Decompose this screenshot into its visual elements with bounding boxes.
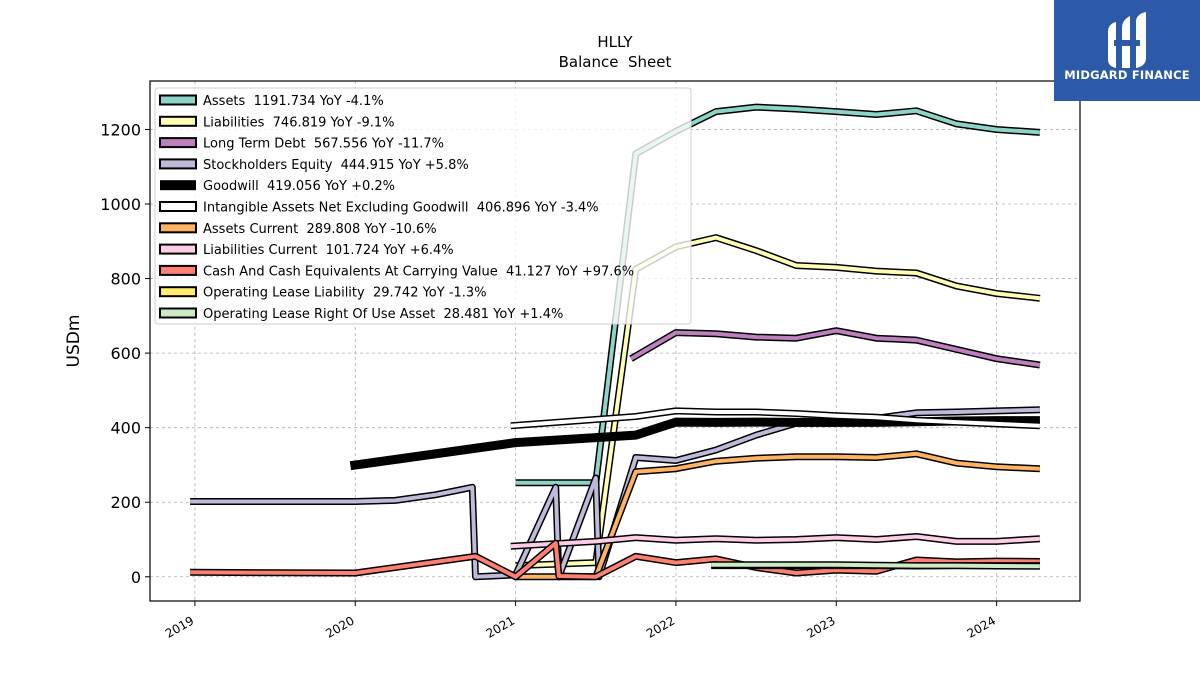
legend-swatch xyxy=(159,264,197,276)
legend-swatch xyxy=(159,243,197,255)
y-tick-label: 1200 xyxy=(100,120,141,139)
x-tick-label: 2023 xyxy=(804,613,837,640)
legend-swatch xyxy=(159,158,197,170)
chart-subtitle: Balance Sheet xyxy=(559,53,672,71)
legend-label: Liabilities Current 101.724 YoY +6.4% xyxy=(203,243,454,258)
series-intangible-assets-net-excluding-goodwill xyxy=(510,407,1041,430)
series-lines xyxy=(190,103,1041,581)
legend-item: Assets 1191.734 YoY -4.1% xyxy=(159,94,384,109)
legend-item: Goodwill 419.056 YoY +0.2% xyxy=(160,179,395,194)
x-tick-label: 2020 xyxy=(323,613,356,640)
legend-swatch xyxy=(159,307,197,319)
legend-item: Assets Current 289.808 YoY -10.6% xyxy=(159,222,437,237)
legend-label: Cash And Cash Equivalents At Carrying Va… xyxy=(203,264,634,279)
series-assets-current xyxy=(515,450,1041,581)
brand-logo: MIDGARD FINANCE xyxy=(1054,0,1200,101)
legend-item: Cash And Cash Equivalents At Carrying Va… xyxy=(159,264,634,279)
y-tick-label: 0 xyxy=(131,568,141,587)
chart-title: HLLY xyxy=(597,33,633,51)
legend-swatch xyxy=(159,201,197,212)
y-axis-ticks: 0 200 400 600 800 1000 1200 xyxy=(100,120,150,587)
legend-item: Operating Lease Right Of Use Asset 28.48… xyxy=(159,307,563,322)
legend-label: Operating Lease Liability 29.742 YoY -1.… xyxy=(203,286,487,301)
y-tick-label: 600 xyxy=(110,344,141,363)
x-tick-label: 2021 xyxy=(484,613,517,640)
series-line xyxy=(515,451,1040,579)
x-tick-label: 2022 xyxy=(644,613,677,640)
x-tick-label: 2024 xyxy=(965,613,998,640)
y-axis-label: USDm xyxy=(64,315,84,368)
legend-box xyxy=(154,87,692,325)
legend-swatch xyxy=(160,180,196,191)
series-cash-and-cash-equivalents-at-carrying-value xyxy=(190,539,1040,581)
series-operating-lease-right-of-use-asset xyxy=(711,561,1040,570)
legend: Assets 1191.734 YoY -4.1% Liabilities 746… xyxy=(154,87,692,325)
series-long-term-debt xyxy=(629,327,1041,369)
y-tick-label: 800 xyxy=(110,270,141,289)
legend-item: Liabilities Current 101.724 YoY +6.4% xyxy=(159,243,454,258)
legend-swatch xyxy=(159,137,197,149)
legend-label: Long Term Debt 567.556 YoY -11.7% xyxy=(203,137,444,152)
legend-label: Assets Current 289.808 YoY -10.6% xyxy=(203,222,437,237)
series-line xyxy=(510,534,1041,549)
legend-label: Stockholders Equity 444.915 YoY +5.8% xyxy=(203,158,469,173)
legend-label: Operating Lease Right Of Use Asset 28.48… xyxy=(203,307,563,322)
legend-swatch xyxy=(159,115,197,127)
series-line xyxy=(510,408,1040,428)
legend-swatch xyxy=(159,286,197,298)
y-tick-label: 400 xyxy=(110,419,141,438)
x-axis-ticks: 2019 2020 2021 2022 2023 2024 xyxy=(163,601,998,641)
plot-frame xyxy=(149,80,1081,602)
series-liabilities-current xyxy=(510,533,1041,550)
y-tick-label: 1000 xyxy=(100,195,141,214)
legend-item: Stockholders Equity 444.915 YoY +5.8% xyxy=(159,158,469,173)
legend-label: Intangible Assets Net Excluding Goodwill… xyxy=(203,201,599,216)
legend-swatch xyxy=(159,94,197,106)
legend-item: Intangible Assets Net Excluding Goodwill… xyxy=(159,201,599,216)
series-line xyxy=(190,541,1040,579)
legend-label: Goodwill 419.056 YoY +0.2% xyxy=(203,179,395,194)
legend-item: Liabilities 746.819 YoY -9.1% xyxy=(159,115,395,130)
legend-item: Long Term Debt 567.556 YoY -11.7% xyxy=(159,137,444,152)
brand-mark-icon xyxy=(1108,12,1146,68)
series-outline xyxy=(629,327,1041,369)
legend-item: Operating Lease Liability 29.742 YoY -1.… xyxy=(159,286,487,301)
legend-swatch xyxy=(159,222,197,234)
brand-name: MIDGARD FINANCE xyxy=(1064,68,1190,82)
series-line xyxy=(711,562,1040,569)
x-tick-label: 2019 xyxy=(163,613,196,640)
legend-label: Assets 1191.734 YoY -4.1% xyxy=(203,94,384,109)
legend-label: Liabilities 746.819 YoY -9.1% xyxy=(203,115,395,130)
y-tick-label: 200 xyxy=(110,493,141,512)
series-line xyxy=(629,328,1041,367)
